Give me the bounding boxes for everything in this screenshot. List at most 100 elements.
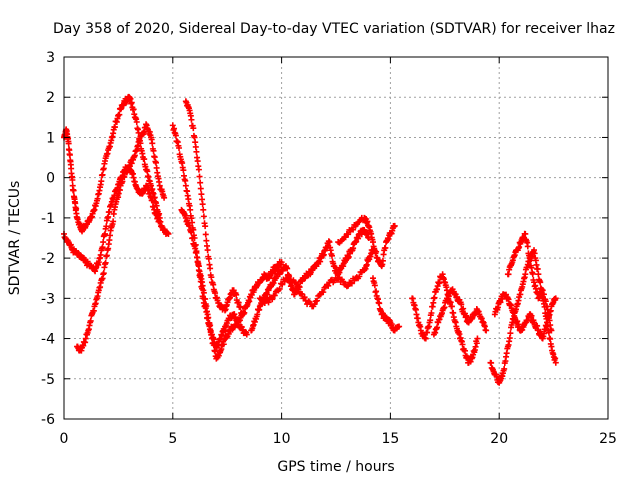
x-axis-label: GPS time / hours: [277, 459, 394, 475]
data-point: [102, 230, 109, 237]
data-point: [514, 318, 521, 325]
data-point: [106, 208, 113, 215]
data-point: [422, 335, 429, 342]
data-point: [314, 297, 321, 304]
data-point: [149, 197, 156, 204]
data-point: [284, 265, 291, 272]
data-point: [239, 311, 246, 318]
data-point: [463, 312, 470, 319]
data-point: [474, 335, 481, 342]
data-point: [292, 280, 299, 287]
data-point: [445, 295, 452, 302]
data-point: [172, 132, 179, 139]
data-point: [371, 282, 378, 289]
data-point: [153, 159, 160, 166]
y-tick-label: -3: [41, 291, 55, 307]
data-point: [210, 342, 217, 349]
data-point: [87, 317, 94, 324]
data-point: [182, 182, 189, 189]
data-point: [483, 327, 490, 334]
data-point: [279, 281, 286, 288]
data-point: [391, 222, 398, 229]
data-point: [198, 191, 205, 198]
data-point: [529, 270, 536, 277]
grid-lines: [64, 57, 608, 419]
data-point: [458, 301, 465, 308]
data-point: [350, 226, 357, 233]
data-point: [545, 309, 552, 316]
data-point: [428, 309, 435, 316]
data-point: [187, 206, 194, 213]
data-point: [328, 252, 335, 259]
data-point: [190, 125, 197, 132]
data-point: [200, 289, 207, 296]
data-point: [467, 358, 474, 365]
data-point: [552, 359, 559, 366]
data-point: [99, 244, 106, 251]
data-point: [233, 291, 240, 298]
data-point: [540, 291, 547, 298]
axis-ticks: 0 5 10 15 20 25 -6 -5 -4 -3 -2 -1 0 1 2 3: [41, 50, 617, 447]
data-point: [537, 279, 544, 286]
data-point: [208, 274, 215, 281]
data-point: [528, 312, 535, 319]
data-points: [61, 93, 559, 386]
data-point: [264, 291, 271, 298]
data-point: [116, 111, 123, 118]
data-point: [203, 303, 210, 310]
data-point: [199, 201, 206, 208]
data-point: [527, 257, 534, 264]
y-tick-label: -4: [41, 332, 55, 348]
data-point: [254, 311, 261, 318]
data-point: [534, 265, 541, 272]
data-point: [220, 341, 227, 348]
data-point: [522, 230, 529, 237]
data-point: [536, 295, 543, 302]
data-point: [161, 194, 168, 201]
data-point: [269, 296, 276, 303]
data-point: [69, 176, 76, 183]
data-point: [295, 283, 302, 290]
data-point: [197, 179, 204, 186]
y-tick-label: 3: [46, 50, 55, 66]
data-point: [299, 291, 306, 298]
x-tick-label: 5: [168, 431, 177, 447]
data-point: [200, 213, 207, 220]
data-point: [204, 247, 211, 254]
data-point: [472, 343, 479, 350]
data-point: [196, 173, 203, 180]
data-point: [356, 273, 363, 280]
data-point: [188, 116, 195, 123]
data-point: [265, 299, 272, 306]
data-point: [176, 145, 183, 152]
x-tick-label: 0: [60, 431, 69, 447]
x-tick-label: 15: [381, 431, 399, 447]
data-point: [379, 257, 386, 264]
y-tick-label: 1: [46, 130, 55, 146]
data-point: [99, 171, 106, 178]
data-point: [111, 124, 118, 131]
data-point: [103, 252, 110, 259]
data-point: [396, 323, 403, 330]
data-point: [65, 140, 72, 147]
data-point: [325, 282, 332, 289]
x-tick-label: 10: [273, 431, 291, 447]
data-point: [197, 185, 204, 192]
data-point: [102, 259, 109, 266]
data-point: [200, 206, 207, 213]
data-point: [202, 295, 209, 302]
y-axis-label: SDTVAR / TECUs: [7, 181, 23, 296]
data-point: [276, 285, 283, 292]
data-point: [98, 178, 105, 185]
data-point: [205, 255, 212, 262]
y-tick-label: 0: [46, 171, 55, 187]
data-point: [149, 140, 156, 147]
data-point: [542, 298, 549, 305]
y-tick-label: -1: [41, 211, 55, 227]
data-point: [382, 244, 389, 251]
data-point: [150, 147, 157, 154]
data-point: [194, 158, 201, 165]
y-tick-label: -2: [41, 251, 55, 267]
data-point: [206, 320, 213, 327]
data-point: [207, 265, 214, 272]
